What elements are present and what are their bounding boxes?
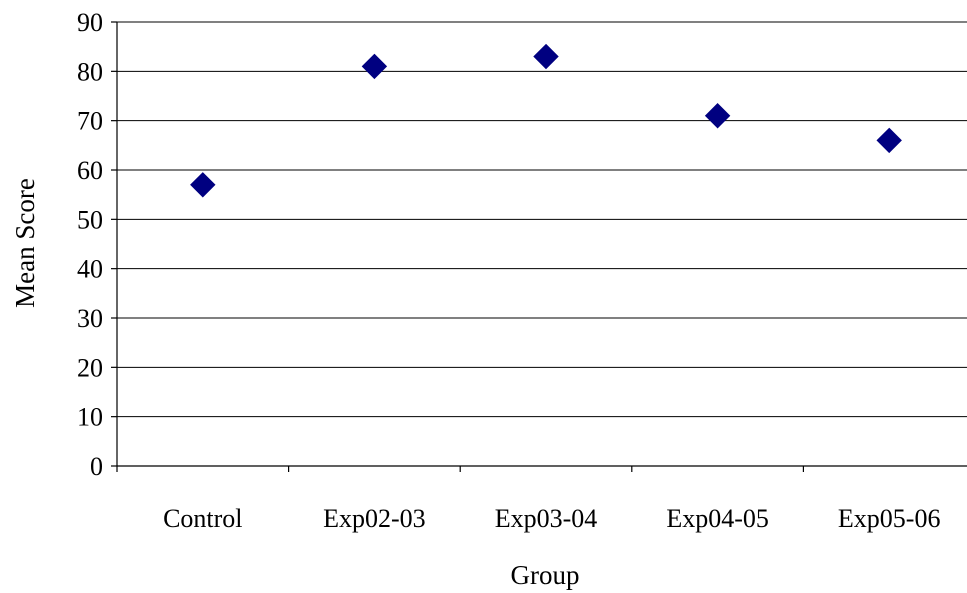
y-axis-ticks: 0 10 20 30 40 50 60 70 80 90 bbox=[77, 8, 117, 481]
y-tick-label: 20 bbox=[77, 353, 103, 382]
x-tick-label: Exp05-06 bbox=[838, 504, 941, 533]
x-tick-label: Control bbox=[163, 504, 242, 533]
x-tick-label: Exp04-05 bbox=[666, 504, 769, 533]
y-tick-label: 0 bbox=[90, 452, 103, 481]
y-axis-title: Mean Score bbox=[10, 178, 40, 308]
y-tick-label: 50 bbox=[77, 205, 103, 234]
x-tick-label: Exp02-03 bbox=[323, 504, 426, 533]
data-point-diamond bbox=[704, 103, 731, 129]
y-tick-label: 90 bbox=[77, 8, 103, 37]
data-point-diamond bbox=[876, 127, 902, 154]
y-tick-label: 70 bbox=[77, 107, 103, 136]
gridlines bbox=[117, 21, 967, 418]
data-point-diamond bbox=[190, 172, 216, 198]
data-point-diamond bbox=[533, 43, 559, 70]
axes bbox=[116, 22, 967, 467]
y-tick-label: 60 bbox=[77, 156, 103, 185]
y-tick-label: 80 bbox=[77, 57, 103, 86]
y-tick-label: 40 bbox=[77, 255, 103, 284]
y-tick-label: 10 bbox=[77, 403, 103, 432]
y-tick-label: 30 bbox=[77, 304, 103, 333]
x-axis-title: Group bbox=[511, 560, 580, 590]
data-point-diamond bbox=[361, 53, 388, 80]
data-points bbox=[190, 43, 902, 198]
x-tick-label: Exp03-04 bbox=[495, 504, 598, 533]
x-axis-ticks: Control Exp02-03 Exp03-04 Exp04-05 Exp05-06 bbox=[116, 466, 941, 533]
